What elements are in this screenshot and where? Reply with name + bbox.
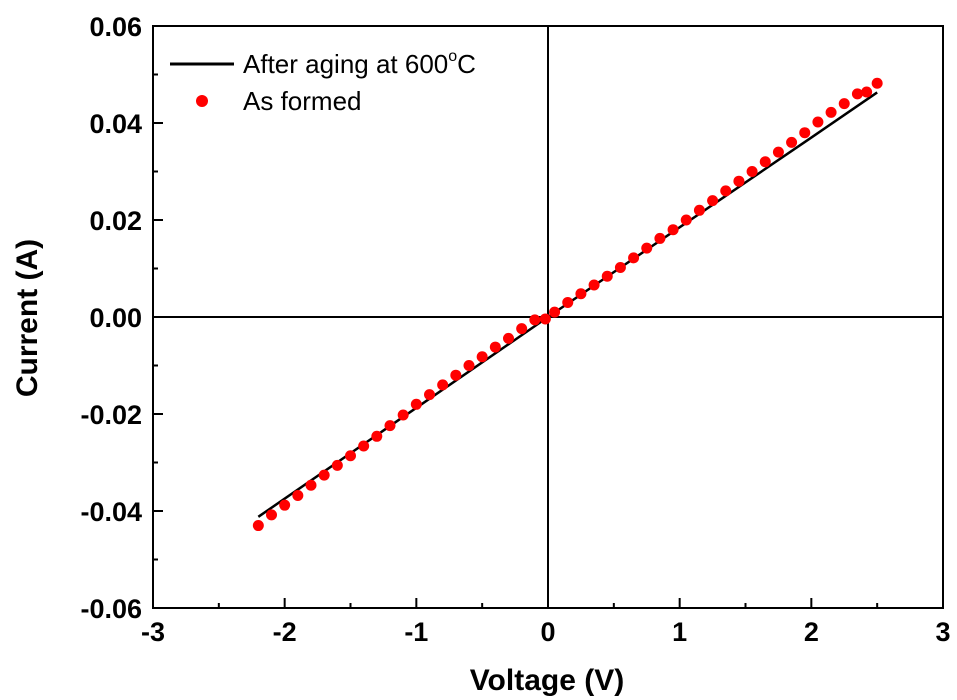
data-point-as-formed xyxy=(601,270,613,282)
data-point-as-formed xyxy=(851,88,863,100)
data-point-as-formed xyxy=(516,323,528,335)
y-tick-label: -0.06 xyxy=(80,594,142,624)
data-point-as-formed xyxy=(733,175,745,187)
y-tick-label: 0.04 xyxy=(89,109,142,139)
y-tick-label: -0.04 xyxy=(80,497,142,527)
x-tick-label: -3 xyxy=(141,617,165,647)
y-tick-label: 0.02 xyxy=(89,206,142,236)
data-point-as-formed xyxy=(720,185,732,197)
data-point-as-formed xyxy=(588,279,600,291)
data-point-as-formed xyxy=(825,106,837,118)
data-point-as-formed xyxy=(476,351,488,363)
x-tick-label: 1 xyxy=(672,617,687,647)
data-point-as-formed xyxy=(786,136,798,148)
data-point-as-formed xyxy=(759,156,771,168)
data-point-as-formed xyxy=(450,369,462,381)
data-point-as-formed xyxy=(371,430,383,442)
data-point-as-formed xyxy=(614,262,626,274)
legend: After aging at 600oC As formed xyxy=(170,48,476,116)
x-tick-label: -2 xyxy=(273,617,297,647)
data-point-as-formed xyxy=(667,224,679,236)
axes: -3 -2 -1 0 1 2 3 -0.06 -0.04 -0.02 0.00 0.02 0.04 0.0… xyxy=(80,12,950,647)
data-point-as-formed xyxy=(503,332,514,344)
y-tick-label: 0.06 xyxy=(89,12,142,42)
data-point-as-formed xyxy=(266,509,277,521)
data-point-as-formed xyxy=(575,288,587,300)
x-tick-label: -1 xyxy=(404,617,428,647)
data-point-as-formed xyxy=(305,479,317,491)
data-point-as-formed xyxy=(799,127,811,139)
data-point-as-formed xyxy=(539,313,551,325)
data-point-as-formed xyxy=(861,86,873,98)
data-point-as-formed xyxy=(489,341,501,353)
data-point-as-formed xyxy=(838,98,850,110)
data-point-as-formed xyxy=(410,398,422,410)
data-point-as-formed xyxy=(871,77,883,89)
plot-data xyxy=(252,77,883,532)
y-tick-label: 0.00 xyxy=(89,303,142,333)
data-point-as-formed xyxy=(252,520,264,532)
legend-label-after-aging: After aging at 600oC xyxy=(243,48,476,79)
x-tick-label: 0 xyxy=(540,617,555,647)
data-point-as-formed xyxy=(318,469,330,481)
data-point-as-formed xyxy=(463,360,475,371)
data-point-as-formed xyxy=(279,499,291,511)
data-point-as-formed xyxy=(812,116,824,128)
data-point-as-formed xyxy=(654,232,666,244)
data-point-as-formed xyxy=(529,314,541,326)
data-point-as-formed xyxy=(384,420,396,432)
x-axis-title: Voltage (V) xyxy=(470,664,624,697)
data-point-as-formed xyxy=(437,379,449,391)
data-point-as-formed xyxy=(424,389,435,401)
data-point-as-formed xyxy=(680,214,692,226)
data-point-as-formed xyxy=(772,146,784,158)
x-tick-label: 2 xyxy=(804,617,819,647)
data-point-as-formed xyxy=(693,204,705,216)
data-point-as-formed xyxy=(562,296,574,308)
data-point-as-formed xyxy=(358,440,370,452)
data-point-as-formed xyxy=(292,489,304,501)
x-tick-label: 3 xyxy=(935,617,950,647)
data-point-as-formed xyxy=(707,195,719,207)
data-point-as-formed xyxy=(641,242,653,254)
data-point-as-formed xyxy=(397,409,409,421)
data-point-as-formed xyxy=(345,450,356,462)
legend-marker-swatch xyxy=(196,95,208,107)
legend-label-as-formed: As formed xyxy=(243,86,362,116)
y-tick-label: -0.02 xyxy=(80,400,142,430)
data-point-as-formed xyxy=(746,166,758,177)
y-axis-title: Current (A) xyxy=(11,239,44,397)
data-point-as-formed xyxy=(628,252,640,264)
data-point-as-formed xyxy=(331,459,343,471)
data-point-as-formed xyxy=(549,306,561,318)
